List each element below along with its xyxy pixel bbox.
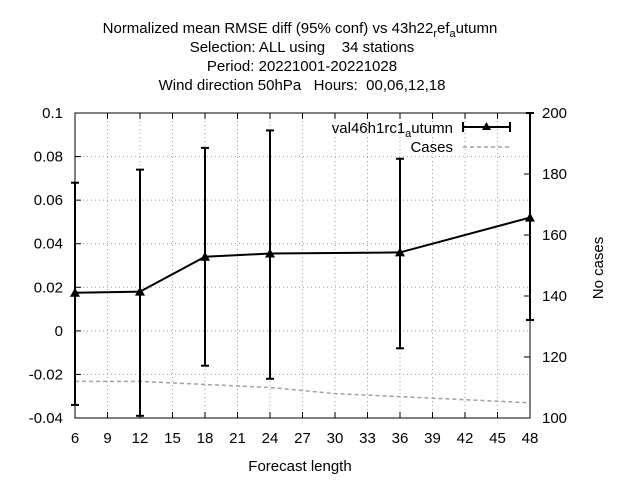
title-sub-r: r (433, 28, 437, 40)
cases-line (75, 380, 531, 404)
legend-label-cases: Cases (410, 139, 453, 156)
x-tick-label: 15 (164, 430, 181, 447)
y2-tick-label: 100 (542, 410, 567, 427)
x-tick-label: 39 (424, 430, 441, 447)
y2-tick-labels: 100 120 140 160 180 200 (542, 105, 567, 427)
x-tick-label: 36 (392, 430, 409, 447)
legend-label-main: val46h1rc1autumn (332, 120, 453, 140)
x-tick-label: 24 (262, 430, 279, 447)
data-point-triangle (200, 251, 210, 261)
title-line-3: Period: 20221001-20221028 (207, 58, 397, 75)
y-tick-label: 0 (55, 323, 63, 340)
data-point-triangle (265, 248, 275, 258)
y-tick-label: 0.02 (34, 279, 63, 296)
title-line-2: Selection: ALL using 34 stations (190, 39, 415, 56)
x-tick-label: 48 (522, 430, 539, 447)
title-sub-ef: ef (437, 20, 450, 37)
chart-title: Normalized mean RMSE diff (95% conf) vs … (103, 20, 498, 94)
y2-tick-label: 200 (542, 105, 567, 122)
cases-series (75, 380, 531, 404)
main-series (70, 112, 535, 417)
y2-tick-label: 160 (542, 227, 567, 244)
x-tick-label: 21 (229, 430, 246, 447)
x-tick-label: 18 (197, 430, 214, 447)
y2-tick-label: 120 (542, 349, 567, 366)
y2-tick-label: 140 (542, 288, 567, 305)
y-tick-label: 0.06 (34, 192, 63, 209)
y-tick-label: -0.02 (29, 366, 63, 383)
grid (74, 112, 531, 419)
x-tick-label: 42 (457, 430, 474, 447)
legend: val46h1rc1autumn Cases (332, 120, 511, 156)
x-tick-label: 27 (294, 430, 311, 447)
title-sub-a: a (450, 28, 457, 40)
x-tick-label: 12 (132, 430, 149, 447)
y-tick-labels: -0.04 -0.02 0 0.02 0.04 0.06 0.08 0.1 (29, 105, 63, 427)
y-tick-label: 0.1 (42, 105, 63, 122)
y-tick-label: -0.04 (29, 410, 63, 427)
y-tick-label: 0.08 (34, 149, 63, 166)
x-axis-label: Forecast length (248, 458, 351, 475)
x-tick-label: 6 (71, 430, 79, 447)
x-tick-label: 9 (103, 430, 111, 447)
y-tick-label: 0.04 (34, 236, 63, 253)
legend-marker-triangle (482, 122, 491, 130)
x-tick-label: 30 (327, 430, 344, 447)
title-line-1-main: Normalized mean RMSE diff (95% conf) vs … (103, 20, 434, 37)
y2-tick-label: 180 (542, 166, 567, 183)
title-sub-utumn: utumn (456, 20, 498, 37)
data-point-triangle (135, 286, 145, 296)
x-tick-label: 45 (489, 430, 506, 447)
series-line (74, 216, 531, 294)
y2-axis-label: No cases (590, 237, 607, 300)
title-line-4: Wind direction 50hPa Hours: 00,06,12,18 (159, 77, 446, 94)
x-tick-label: 33 (359, 430, 376, 447)
axis-ticks (74, 112, 531, 419)
data-point-triangle (395, 247, 405, 257)
title-line-1: Normalized mean RMSE diff (95% conf) vs … (103, 20, 498, 40)
x-tick-labels: 6 9 12 15 18 21 24 27 30 33 36 39 42 45 48 (71, 430, 539, 447)
